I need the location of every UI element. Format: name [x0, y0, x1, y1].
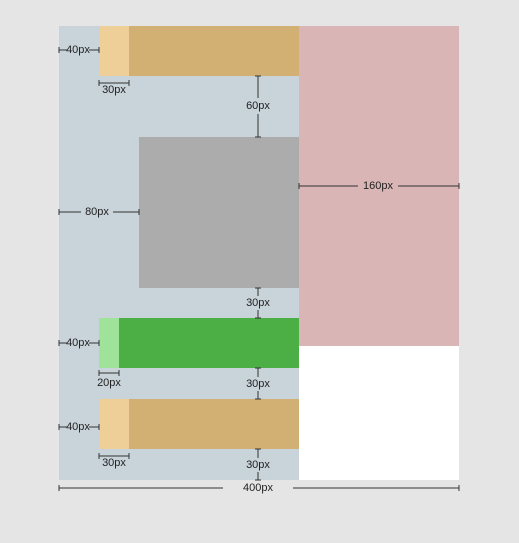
dimension-label: 30px: [102, 457, 126, 469]
dimension-label: 30px: [246, 378, 270, 390]
dimension-label: 160px: [363, 180, 393, 192]
dimension-label: 20px: [97, 377, 121, 389]
dimension-label: 30px: [246, 459, 270, 471]
tan-box: [99, 399, 299, 449]
tan-padding: [99, 399, 129, 449]
dimension-label: 30px: [102, 84, 126, 96]
gray-box: [139, 137, 299, 288]
dimension-label: 400px: [243, 482, 273, 494]
dimension-label: 60px: [246, 100, 270, 112]
tan-padding: [99, 26, 129, 76]
green-padding: [99, 318, 119, 368]
dimension-label: 40px: [66, 421, 90, 433]
empty-area: [299, 346, 459, 480]
dimension-label: 80px: [85, 206, 109, 218]
tan-box: [99, 26, 299, 76]
dimension-label: 30px: [246, 297, 270, 309]
green-box: [99, 318, 299, 368]
dimension-label: 40px: [66, 337, 90, 349]
dimension-label: 40px: [66, 44, 90, 56]
